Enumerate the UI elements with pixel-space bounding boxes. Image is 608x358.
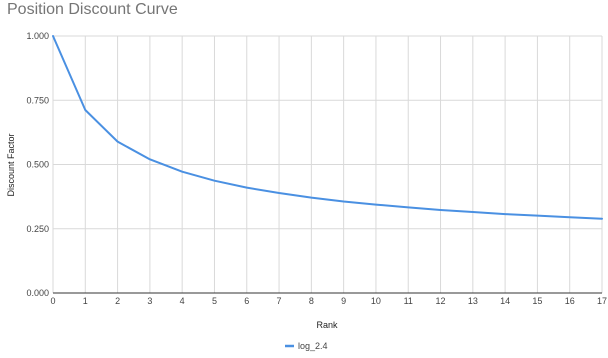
y-tick-label: 0.500: [26, 160, 49, 170]
x-tick-label: 3: [147, 296, 152, 306]
x-tick-label: 5: [212, 296, 217, 306]
chart-title: Position Discount Curve: [7, 1, 178, 18]
y-axis-title: Discount Factor: [6, 133, 16, 196]
y-tick-label: 1.000: [26, 31, 49, 41]
x-tick-label: 1: [83, 296, 88, 306]
x-tick-label: 6: [244, 296, 249, 306]
y-tick-label: 0.250: [26, 224, 49, 234]
y-tick-label: 0.750: [26, 95, 49, 105]
x-tick-label: 13: [468, 296, 478, 306]
x-tick-label: 4: [180, 296, 185, 306]
series-line: [52, 35, 603, 220]
x-tick-label: 8: [309, 296, 314, 306]
series-layer: [52, 35, 603, 220]
x-tick-label: 16: [565, 296, 575, 306]
gridlines: [52, 35, 603, 294]
y-axis-ticks: 0.000 0.250 0.500 0.750 1.000: [26, 31, 49, 298]
x-tick-label: 15: [532, 296, 542, 306]
x-tick-label: 17: [597, 296, 607, 306]
x-tick-label: 14: [500, 296, 510, 306]
x-tick-label: 7: [277, 296, 282, 306]
x-axis-ticks: 0 1 2 3 4 5 6 7 8 9 10 11 12 13 14 15 16 17: [50, 296, 607, 306]
x-tick-label: 9: [341, 296, 346, 306]
legend[interactable]: log_2.4: [285, 341, 328, 351]
y-tick-label: 0.000: [26, 288, 49, 298]
legend-label: log_2.4: [298, 341, 328, 351]
x-tick-label: 11: [404, 296, 413, 306]
x-axis-title: Rank: [316, 320, 338, 330]
x-tick-label: 0: [50, 296, 55, 306]
x-tick-label: 10: [371, 296, 381, 306]
x-tick-label: 2: [115, 296, 120, 306]
x-tick-label: 12: [436, 296, 446, 306]
